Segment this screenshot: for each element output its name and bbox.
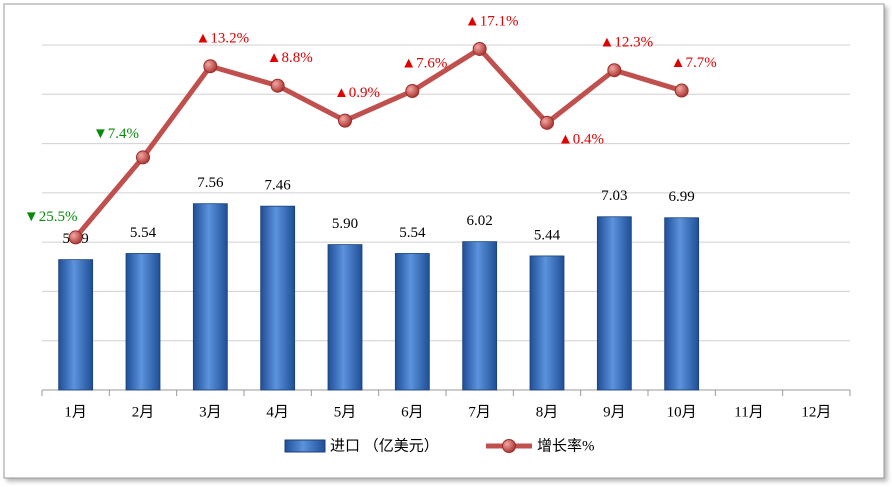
bar bbox=[664, 217, 700, 391]
line-value-label: ▲7.7% bbox=[671, 55, 717, 71]
bar-value-label: 5.90 bbox=[332, 216, 358, 232]
line-value-label: ▲7.6% bbox=[401, 55, 447, 71]
x-tick-label: 10月 bbox=[667, 404, 697, 420]
x-tick-label: 12月 bbox=[801, 404, 831, 420]
bar bbox=[529, 255, 565, 391]
bar-value-label: 6.02 bbox=[467, 213, 493, 229]
bar-value-label: 7.46 bbox=[265, 178, 292, 194]
line-value-label: ▲0.9% bbox=[334, 85, 380, 101]
x-tick-label: 2月 bbox=[132, 404, 155, 420]
line-marker bbox=[540, 115, 554, 130]
bar-value-label: 7.56 bbox=[197, 175, 224, 191]
bar bbox=[462, 241, 498, 391]
bar-value-label: 6.99 bbox=[669, 189, 695, 205]
bar-value-label: 5.44 bbox=[534, 227, 561, 243]
line-marker bbox=[405, 84, 420, 98]
x-tick-label: 6月 bbox=[401, 404, 424, 420]
line-value-label: ▲12.3% bbox=[600, 35, 654, 51]
bar bbox=[58, 259, 94, 391]
line-marker bbox=[203, 59, 218, 74]
x-tick-label: 3月 bbox=[199, 404, 222, 420]
line-value-label: ▼7.4% bbox=[93, 126, 139, 142]
legend-label: 进口 （亿美元） bbox=[330, 437, 439, 454]
line-value-label: ▲0.4% bbox=[558, 131, 604, 147]
line-marker bbox=[136, 150, 150, 165]
x-tick-label: 1月 bbox=[64, 404, 87, 420]
x-tick-label: 4月 bbox=[266, 404, 289, 420]
x-tick-label: 8月 bbox=[536, 404, 559, 420]
x-tick-label: 11月 bbox=[734, 404, 763, 420]
bar-value-label: 7.03 bbox=[601, 188, 627, 204]
x-tick-label: 7月 bbox=[468, 404, 491, 420]
chart-frame bbox=[3, 3, 885, 479]
legend-swatch bbox=[502, 439, 516, 453]
bar bbox=[192, 203, 228, 391]
line-marker bbox=[472, 41, 487, 56]
line-marker bbox=[68, 230, 83, 245]
line-value-label: ▲8.8% bbox=[267, 50, 313, 66]
x-tick-label: 5月 bbox=[334, 404, 357, 420]
bar bbox=[327, 244, 363, 391]
bar bbox=[260, 205, 296, 391]
line-marker bbox=[674, 83, 689, 98]
x-tick-label: 9月 bbox=[603, 404, 626, 420]
bar-value-label: 5.54 bbox=[399, 225, 426, 241]
line bbox=[73, 46, 683, 240]
legend-label: 增长率% bbox=[537, 437, 595, 454]
line-marker bbox=[338, 113, 352, 128]
line-value-label: ▲13.2% bbox=[196, 31, 250, 47]
line-value-label: ▼25.5% bbox=[24, 209, 78, 225]
bar bbox=[394, 253, 430, 391]
legend-swatch bbox=[284, 439, 326, 453]
bar bbox=[596, 216, 632, 391]
line-marker bbox=[270, 78, 285, 93]
bar bbox=[125, 253, 161, 391]
line-value-label: ▲17.1% bbox=[465, 13, 519, 29]
line-marker bbox=[607, 63, 622, 78]
bar-value-label: 5.54 bbox=[130, 225, 157, 241]
